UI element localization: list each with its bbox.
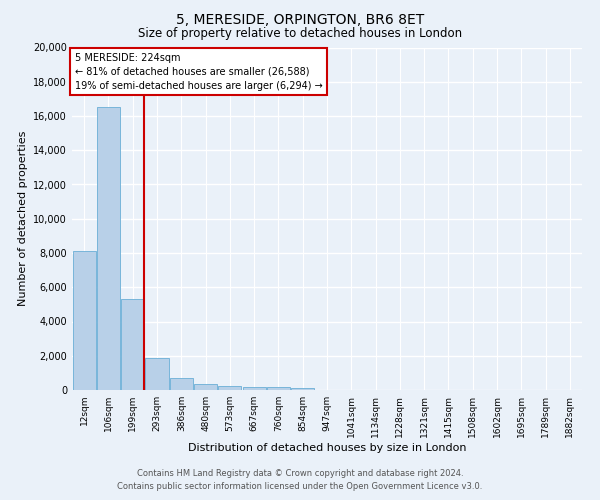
Bar [97, 108, 120, 390]
Text: Contains HM Land Registry data © Crown copyright and database right 2024.
Contai: Contains HM Land Registry data © Crown c… [118, 470, 482, 491]
Bar [267, 387, 290, 390]
Text: Size of property relative to detached houses in London: Size of property relative to detached ho… [138, 28, 462, 40]
Text: 5 MERESIDE: 224sqm
← 81% of detached houses are smaller (26,588)
19% of semi-det: 5 MERESIDE: 224sqm ← 81% of detached hou… [74, 52, 322, 90]
Bar [73, 252, 95, 390]
Bar [291, 388, 314, 390]
X-axis label: Distribution of detached houses by size in London: Distribution of detached houses by size … [188, 442, 466, 452]
Bar [194, 384, 217, 390]
Bar [242, 386, 266, 390]
Bar [145, 358, 169, 390]
Bar [170, 378, 193, 390]
Bar [121, 299, 144, 390]
Bar [218, 386, 241, 390]
Y-axis label: Number of detached properties: Number of detached properties [18, 131, 28, 306]
Text: 5, MERESIDE, ORPINGTON, BR6 8ET: 5, MERESIDE, ORPINGTON, BR6 8ET [176, 12, 424, 26]
